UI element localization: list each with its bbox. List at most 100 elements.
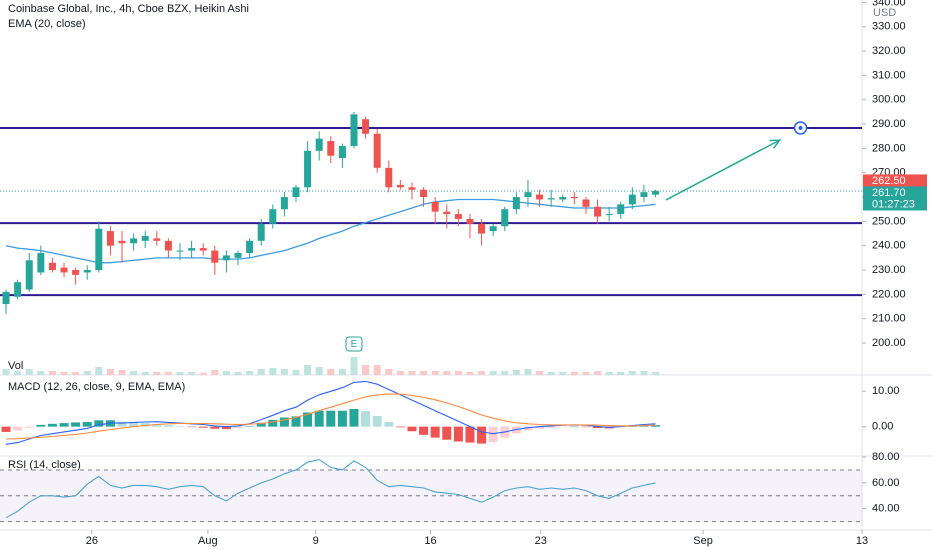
- volume-bar: [466, 372, 474, 375]
- histogram-bar: [279, 417, 289, 427]
- y-tick-label: 60.00: [872, 477, 900, 489]
- candle-body: [222, 255, 230, 261]
- volume-bar: [617, 372, 625, 375]
- volume-bar: [524, 369, 532, 375]
- volume-bar: [188, 372, 196, 375]
- volume-bar: [628, 371, 636, 375]
- y-tick-label: 200.00: [872, 337, 906, 349]
- volume-bar: [199, 372, 207, 375]
- volume-bar: [327, 369, 335, 375]
- price-label-box: [863, 186, 927, 200]
- histogram-bar: [651, 425, 661, 427]
- histogram-bar: [268, 419, 278, 427]
- histogram-bar: [303, 412, 313, 427]
- volume-bar: [570, 372, 578, 375]
- candle-body: [95, 228, 103, 271]
- histogram-bar: [245, 426, 255, 427]
- volume-bar: [559, 372, 567, 375]
- histogram-bar: [523, 426, 533, 431]
- volume-bar: [315, 367, 323, 375]
- candle-body: [628, 194, 636, 205]
- volume-bar: [420, 371, 428, 375]
- candle-body: [141, 235, 149, 241]
- x-tick-label: 16: [424, 535, 436, 547]
- y-tick-label: 220.00: [872, 288, 906, 300]
- candle-body: [106, 231, 114, 246]
- chart-title: Coinbase Global, Inc., 4h, Cboe BZX, Hei…: [8, 3, 249, 15]
- x-tick-label: Sep: [693, 535, 713, 547]
- volume-bar: [269, 368, 277, 375]
- histogram-bar: [198, 426, 208, 428]
- candle-body: [570, 197, 578, 199]
- volume-bar: [304, 365, 312, 375]
- candle-body: [396, 184, 404, 188]
- histogram-bar: [36, 424, 46, 427]
- trend-arrow: [665, 139, 781, 201]
- candle-body: [350, 114, 358, 146]
- volume-bar: [582, 372, 590, 375]
- histogram-bar: [82, 422, 92, 427]
- countdown-box: [863, 198, 927, 211]
- volume-bar: [362, 365, 370, 375]
- x-tick-label: 9: [313, 535, 319, 547]
- candle-body: [478, 223, 486, 234]
- volume-bar: [48, 371, 56, 375]
- histogram-bar: [407, 426, 417, 432]
- candle-body: [211, 250, 219, 263]
- y-tick-label: 240.00: [872, 240, 906, 252]
- histogram-bar: [59, 423, 69, 427]
- candle-body: [72, 270, 80, 275]
- volume-bar: [396, 371, 404, 375]
- volume-bar: [153, 372, 161, 375]
- volume-bar: [501, 371, 509, 375]
- histogram-bar: [593, 426, 603, 429]
- candle-body: [617, 204, 625, 215]
- volume-bar: [443, 371, 451, 375]
- target-dot: [798, 125, 803, 130]
- rsi-band: [0, 469, 862, 522]
- volume-bar: [547, 372, 555, 375]
- volume-bar: [234, 372, 242, 375]
- histogram-bar: [627, 426, 637, 427]
- candle-body: [454, 214, 462, 219]
- histogram-bar: [384, 422, 394, 427]
- candle-body: [547, 198, 555, 200]
- y-tick-label: 310.00: [872, 69, 906, 81]
- event-label: E: [351, 339, 358, 350]
- candle-body: [443, 211, 451, 215]
- histogram-bar: [210, 426, 220, 429]
- candle-body: [640, 192, 648, 198]
- y-tick-label: 330.00: [872, 21, 906, 33]
- candle-body: [199, 248, 207, 251]
- y-tick-label: 10.00: [872, 385, 900, 397]
- histogram-bar: [372, 416, 382, 427]
- price-label-box: [863, 174, 927, 188]
- candle-body: [280, 197, 288, 210]
- histogram-bar: [488, 426, 498, 443]
- candle-body: [37, 252, 45, 273]
- legend-entry: EMA (20, close): [8, 18, 86, 30]
- histogram-bar: [419, 426, 429, 435]
- candle-body: [118, 240, 126, 244]
- volume-bar: [130, 371, 138, 375]
- x-tick-label: Aug: [198, 535, 218, 547]
- histogram-bar: [453, 426, 463, 442]
- volume-bar: [60, 372, 68, 375]
- volume-bar: [2, 369, 10, 375]
- histogram-bar: [337, 410, 347, 427]
- candle-body: [269, 209, 277, 224]
- volume-bar: [431, 371, 439, 375]
- x-tick-label: 23: [535, 535, 547, 547]
- histogram-bar: [477, 426, 487, 444]
- price-label: 262.50: [872, 175, 906, 187]
- histogram-bar: [24, 426, 34, 428]
- volume-bar: [489, 371, 497, 375]
- volume-bar: [222, 371, 230, 375]
- volume-bar: [176, 372, 184, 375]
- candle-body: [466, 218, 474, 224]
- candle-body: [582, 199, 590, 207]
- histogram-bar: [71, 422, 81, 427]
- histogram-bar: [442, 426, 452, 440]
- volume-bar: [338, 369, 346, 375]
